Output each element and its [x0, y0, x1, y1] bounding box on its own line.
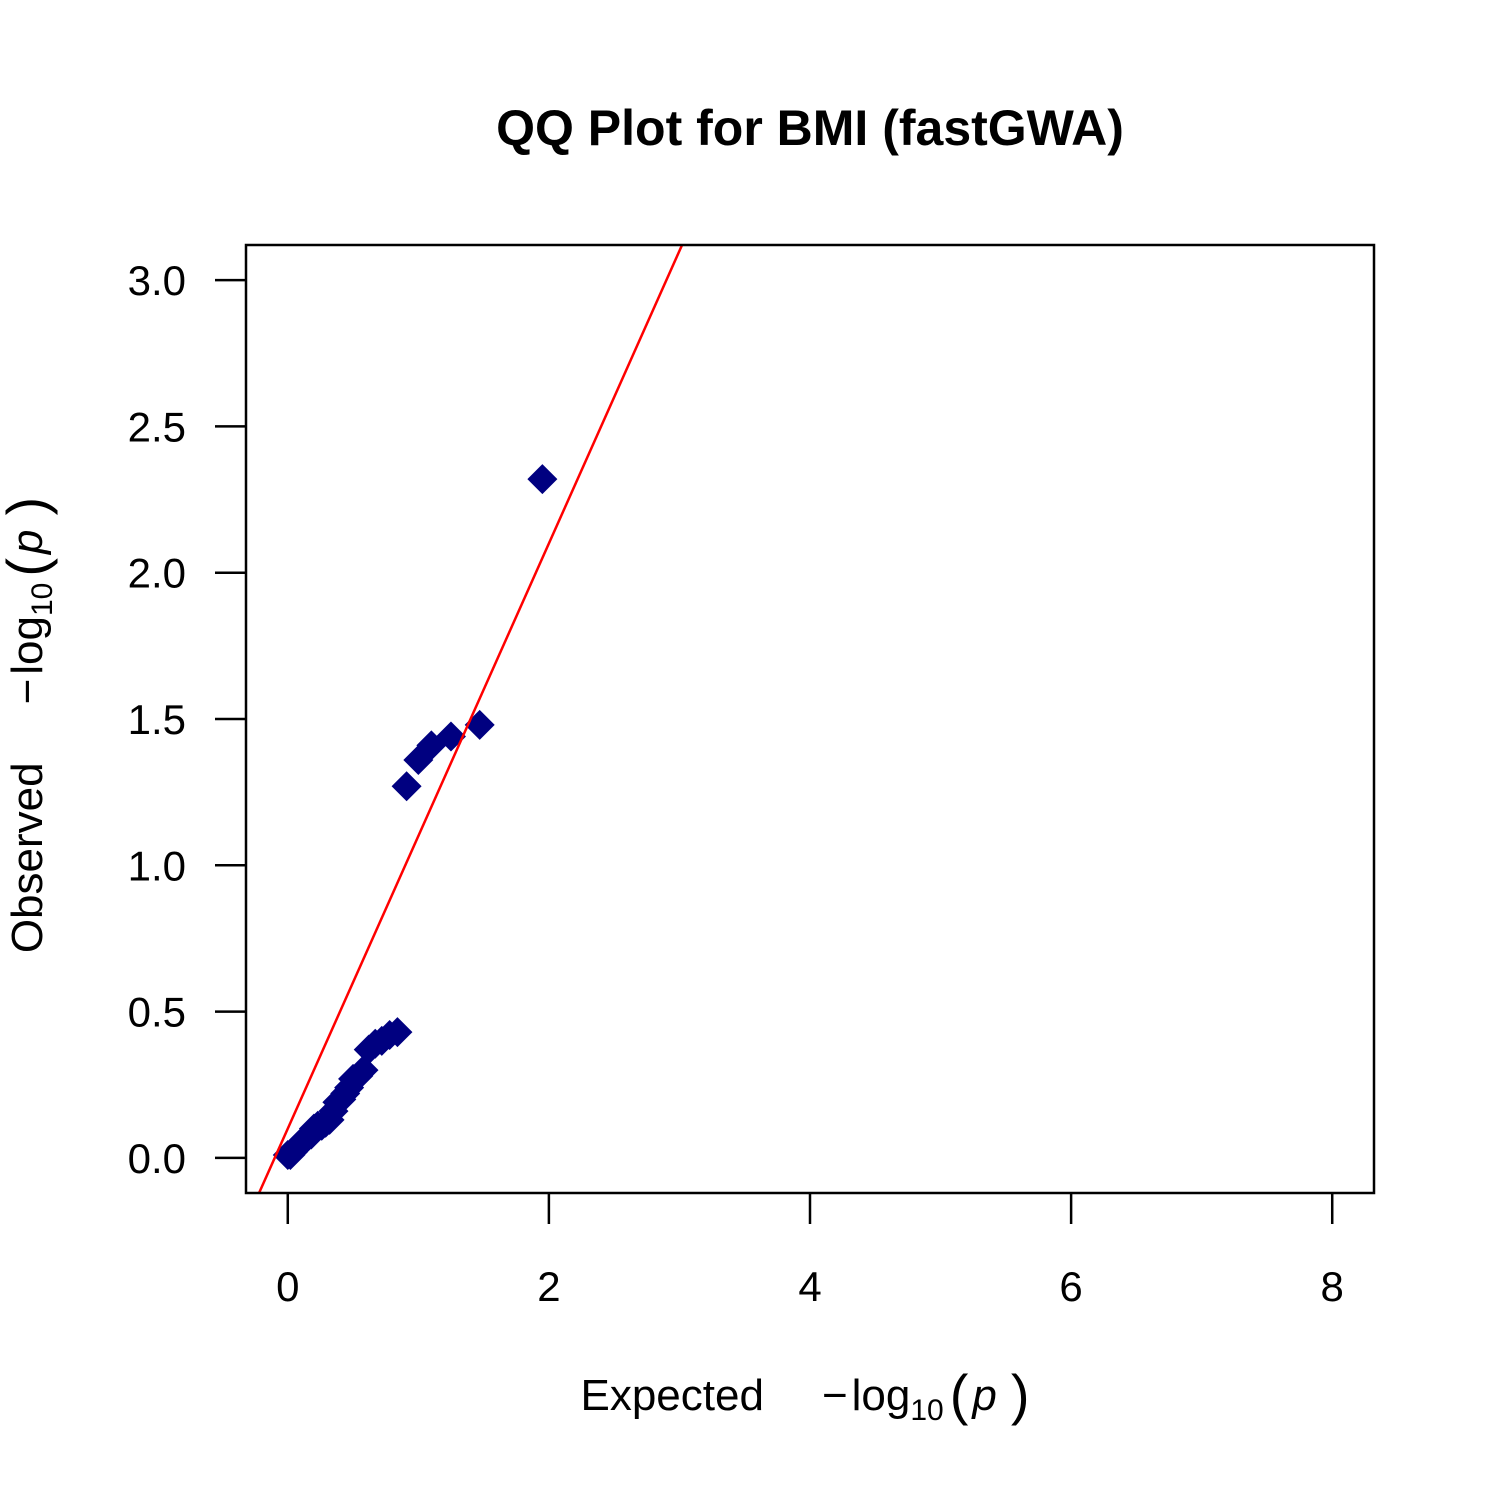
plot-frame	[244, 243, 1376, 1195]
y-tick-label-3: 1.5	[128, 696, 186, 743]
y-tick-label-4: 2.0	[128, 550, 186, 597]
y-tick-label-6: 3.0	[128, 257, 186, 304]
x-tick-label-0: 0	[276, 1263, 299, 1310]
y-tick-label-1: 0.5	[128, 989, 186, 1036]
x-tick-label-4: 8	[1321, 1263, 1344, 1310]
data-point-27	[391, 771, 422, 802]
x-axis: 0 2 4 6 8	[276, 1193, 1344, 1310]
data-point-32	[527, 464, 558, 495]
chart-title: QQ Plot for BMI (fastGWA)	[496, 100, 1124, 156]
x-axis-label: Expected −log10 (p)	[580, 1363, 1029, 1427]
y-axis: 0.0 0.5 1.0 1.5 2.0 2.5 3.0	[128, 257, 246, 1182]
reference-line-layer	[257, 245, 684, 1193]
points-layer	[272, 464, 558, 1170]
y-axis-label: Observed−log10(p)	[0, 497, 59, 953]
x-tick-label-2: 4	[798, 1263, 821, 1310]
reference-line	[257, 245, 684, 1193]
y-tick-label-2: 1.0	[128, 842, 186, 889]
y-tick-label-0: 0.0	[128, 1135, 186, 1182]
x-tick-label-3: 6	[1059, 1263, 1082, 1310]
data-point-26	[382, 1017, 413, 1048]
data-point-21	[348, 1055, 379, 1086]
x-tick-label-1: 2	[537, 1263, 560, 1310]
y-tick-label-5: 2.5	[128, 403, 186, 450]
